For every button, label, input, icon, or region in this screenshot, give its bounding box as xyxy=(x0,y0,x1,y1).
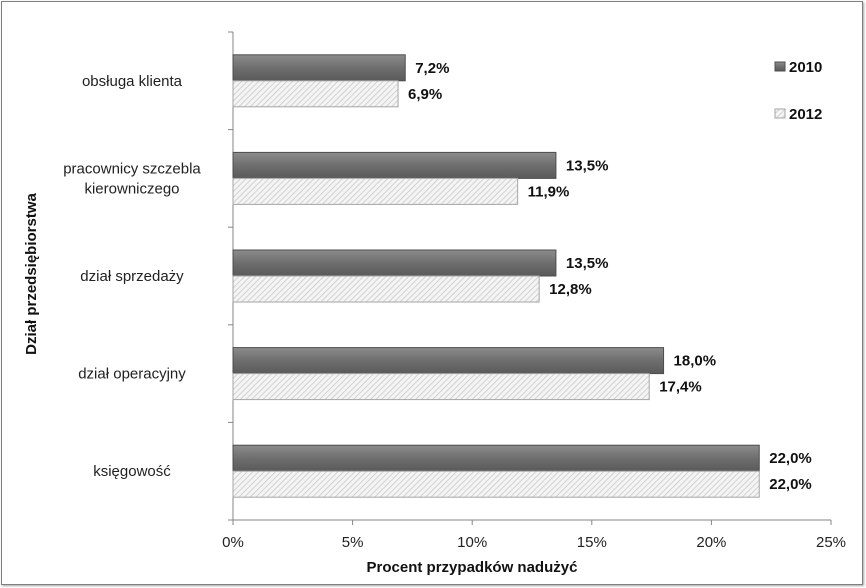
x-axis-title: Procent przypadków nadużyć xyxy=(367,559,578,576)
x-tick-label: 15% xyxy=(577,534,607,551)
legend: 2010 2012 xyxy=(774,59,822,123)
data-label: 13,5% xyxy=(566,255,609,272)
category-label: pracownicy szczebla xyxy=(63,160,201,177)
category-label: księgowość xyxy=(93,463,171,480)
legend-label-2010: 2010 xyxy=(789,59,822,76)
axes: 0% 5% 10% 15% 20% 25% xyxy=(222,31,846,551)
category-label: obsługa klienta xyxy=(82,73,183,90)
legend-swatch-2010 xyxy=(774,61,786,72)
bar-2010 xyxy=(232,54,406,82)
bar-2012 xyxy=(232,470,760,498)
bars xyxy=(232,54,760,498)
x-tick-label: 20% xyxy=(696,534,726,551)
legend-swatch-2012 xyxy=(774,108,786,119)
y-axis-title: Dział przedsiębiorstwa xyxy=(23,192,40,354)
labels: 7,2% 6,9% obsługa klienta 13,5% 11,9% pracown… xyxy=(63,60,812,493)
data-label: 11,9% xyxy=(528,183,570,200)
data-label: 12,8% xyxy=(549,281,592,298)
data-label: 22,0% xyxy=(769,476,812,493)
x-tick-label: 25% xyxy=(816,534,846,551)
bar-2010 xyxy=(232,347,665,375)
category-label: kierowniczego xyxy=(84,180,179,197)
bar-2010 xyxy=(232,444,760,472)
bar-2012 xyxy=(232,275,540,303)
data-label: 18,0% xyxy=(674,353,717,370)
legend-label-2012: 2012 xyxy=(789,106,822,123)
bar-2010 xyxy=(232,151,557,179)
data-label: 6,9% xyxy=(408,86,442,103)
bar-2010 xyxy=(232,249,557,277)
category-label: dział sprzedaży xyxy=(80,268,184,285)
x-tick-label: 10% xyxy=(457,534,487,551)
category-label: dział operacyjny xyxy=(78,366,186,383)
data-label: 7,2% xyxy=(415,60,449,77)
x-tick-label: 5% xyxy=(342,534,364,551)
data-label: 13,5% xyxy=(566,157,609,174)
data-label: 17,4% xyxy=(659,379,702,396)
bar-2012 xyxy=(232,373,650,401)
data-label: 22,0% xyxy=(769,450,812,467)
x-tick-label: 0% xyxy=(222,534,244,551)
bar-2012 xyxy=(232,80,399,108)
bar-2012 xyxy=(232,177,519,205)
